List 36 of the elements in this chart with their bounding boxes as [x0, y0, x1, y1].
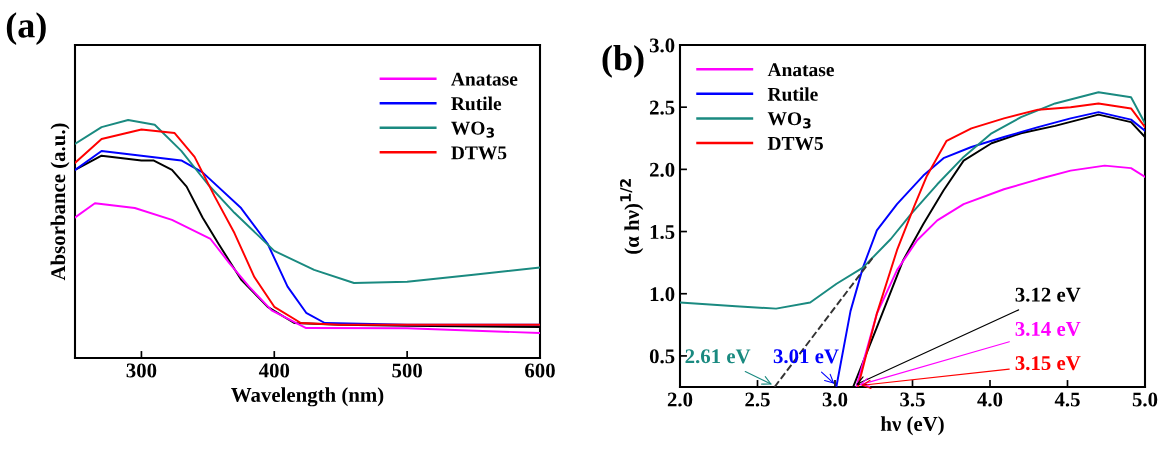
x-tick-label: 3.0	[822, 392, 848, 407]
y-tick-label: 2.0	[649, 162, 675, 177]
legend-label: WO$_{3}$	[767, 112, 811, 129]
x-axis-title: hν (eV)	[880, 416, 944, 436]
x-tick-label: 4.0	[977, 392, 1003, 407]
y-tick-label: 2.5	[649, 100, 675, 115]
x-tick-label: 400	[258, 363, 290, 378]
x-axis-title: Wavelength (nm)	[231, 387, 384, 407]
y-axis-title: Absorbance (a.u.)	[50, 123, 70, 281]
x-tick-label: 2.0	[667, 392, 693, 407]
x-tick-label: 4.5	[1054, 392, 1080, 407]
legend-label: DTW5	[767, 137, 823, 151]
x-tick-label: 300	[126, 363, 157, 378]
x-tick-label: 500	[392, 363, 422, 378]
legend-label: WO$_{3}$	[451, 121, 495, 138]
y-tick-label: 1.5	[650, 225, 675, 240]
y-axis-title: (α hν)$^{1/2}$	[620, 179, 644, 254]
annotation: 3.15 eV	[1015, 356, 1081, 371]
y-tick-label: 1.0	[650, 287, 675, 302]
y-tick-label: 3.0	[649, 38, 675, 53]
x-tick-label: 2.5	[745, 392, 770, 407]
chart-title: (b)	[602, 45, 644, 78]
x-tick-label: 600	[525, 363, 555, 378]
x-tick-label: 3.5	[900, 392, 925, 407]
chart-title: (a)	[6, 12, 46, 45]
annotation: 3.14 eV	[1015, 321, 1081, 337]
annotation: 3.12 eV	[1015, 287, 1081, 302]
legend-label: DTW5	[451, 146, 507, 160]
legend-label: Rutile	[767, 87, 818, 101]
legend-label: Rutile	[451, 96, 502, 111]
annotation: 2.61 eV	[685, 349, 751, 364]
annotation: 3.01 eV	[773, 349, 839, 364]
legend-label: Anatase	[451, 72, 518, 86]
y-tick-label: 0.5	[649, 349, 675, 364]
x-tick-label: 5.0	[1132, 392, 1158, 407]
legend-label: Anatase	[767, 63, 834, 77]
